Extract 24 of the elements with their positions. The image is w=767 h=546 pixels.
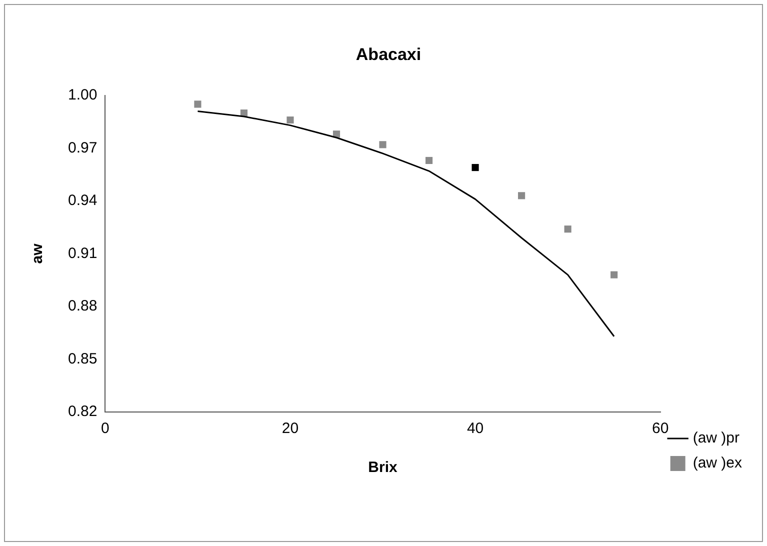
- y-tick-label: 0.97: [68, 139, 98, 156]
- x-tick-label: 20: [282, 420, 299, 438]
- legend-label: (aw )pr: [692, 430, 740, 447]
- point: [379, 141, 386, 148]
- point: [610, 271, 618, 278]
- legend-label: (aw )ex: [692, 454, 742, 472]
- x-axis-title: Brix: [368, 459, 398, 476]
- y-tick-label: 0.88: [68, 298, 98, 315]
- y-tick-label: 0.85: [68, 350, 98, 368]
- point: [425, 156, 433, 164]
- point: [286, 116, 294, 124]
- point: [194, 100, 202, 108]
- y-tick-label: 1.00: [68, 86, 98, 104]
- point: [564, 226, 572, 233]
- y-tick-label: 0.94: [68, 192, 98, 210]
- point: [472, 164, 479, 172]
- point: [518, 192, 526, 200]
- chart-title: Abacaxi: [356, 44, 422, 64]
- x-tick-label: 40: [466, 420, 484, 438]
- y-tick-label: 0.82: [68, 403, 98, 420]
- x-tick-label: 60: [652, 420, 669, 438]
- y-axis-title: aw: [29, 243, 46, 264]
- x-tick-label: 0: [101, 420, 110, 438]
- y-tick-label: 0.91: [68, 244, 98, 262]
